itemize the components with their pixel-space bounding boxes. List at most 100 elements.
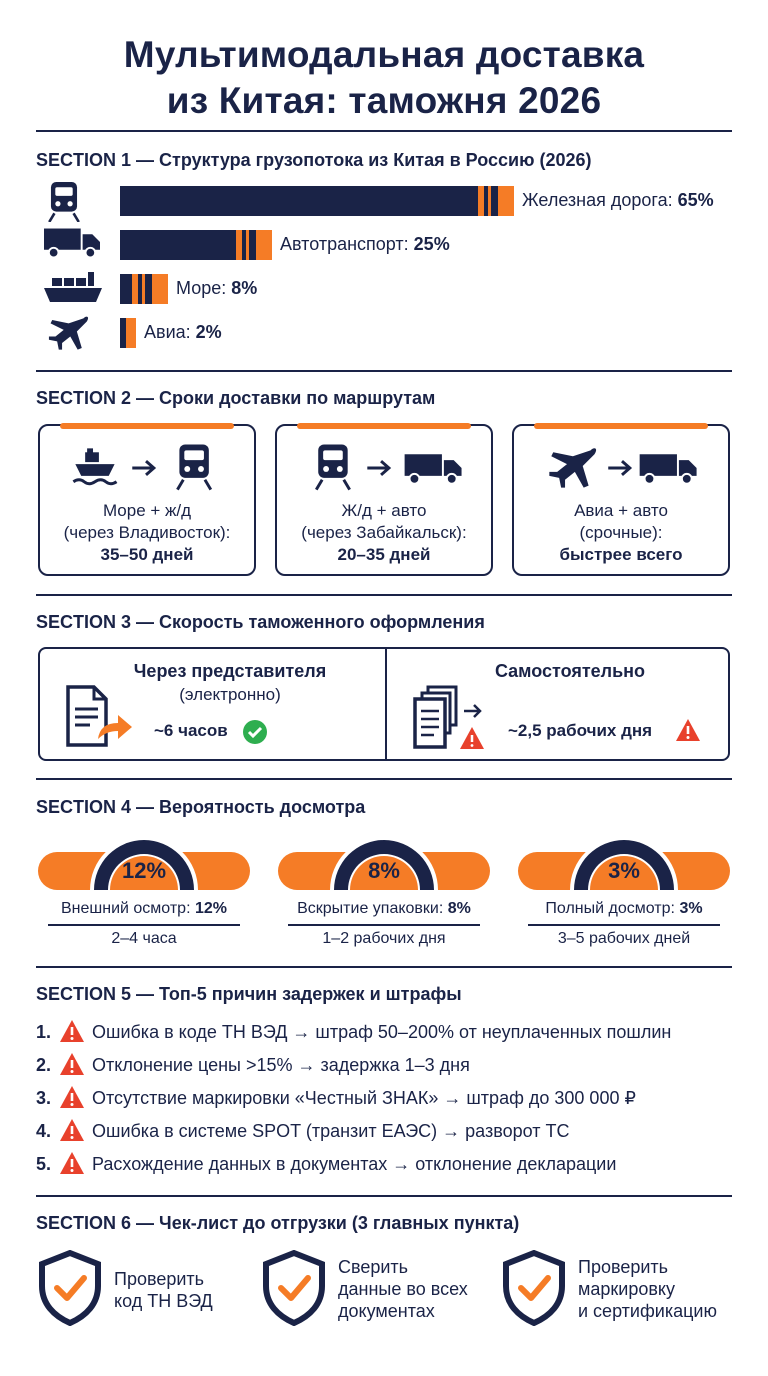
bar-accent	[488, 186, 491, 216]
section3-title: SECTION 3 — Скорость таможенного оформле…	[36, 612, 485, 633]
plane-icon	[44, 314, 100, 354]
gauge-percent: 8%	[368, 858, 400, 883]
route-text: Ж/д + авто (через Забайкальск): 20–35 дн…	[281, 500, 487, 566]
reason-text: Отсутствие маркировки «Честный ЗНАК» → ш…	[92, 1088, 636, 1108]
document-send-icon	[66, 685, 132, 747]
customs-left-value: ~6 часов	[154, 721, 228, 740]
check-circle-icon	[243, 720, 267, 744]
page-title-line1: Мультимодальная доставка	[123, 34, 645, 75]
freight-row: Море: 8%	[36, 270, 736, 310]
gauge-pill	[38, 852, 250, 890]
route-card-air-auto: Авиа + авто (срочные): быстрее всего	[512, 423, 730, 576]
train-icon	[44, 182, 100, 223]
bar-accent	[126, 318, 136, 348]
train-icon	[176, 444, 213, 491]
arrow-right-icon	[367, 460, 392, 476]
freight-row: Железная дорога: 65%	[36, 182, 736, 223]
divider	[36, 130, 732, 132]
section1-title: SECTION 1 — Структура грузопотока из Кит…	[36, 150, 592, 171]
shield-check-icon	[39, 1250, 101, 1326]
route-text: Авиа + авто (срочные): быстрее всего	[518, 500, 724, 566]
card-accent	[60, 423, 234, 429]
customs-comparison: Через представителя (электронно) ~6 часо…	[38, 647, 730, 761]
gauge-label-text: Вскрытие упаковки:	[297, 900, 444, 917]
freight-label: Железная дорога: 65%	[522, 190, 714, 211]
bar-accent	[256, 230, 272, 260]
reason-item: 5. Расхождение данных в документах → откл…	[36, 1150, 736, 1180]
gauge-pill	[278, 852, 490, 890]
reason-item: 2. Отклонение цены >15% → задержка 1–3 дн…	[36, 1051, 736, 1081]
gauge-time: 3–5 рабочих дней	[557, 930, 691, 947]
customs-left-head: Через представителя	[133, 661, 327, 681]
documents-stack-icon	[413, 685, 484, 749]
gauge-label-value: 3%	[679, 900, 703, 917]
card-accent	[297, 423, 471, 429]
freight-label-name: Авиа:	[144, 322, 191, 342]
reason-item: 4. Ошибка в системе SPOT (транзит ЕАЭС) →…	[36, 1117, 736, 1147]
reason-number: 4.	[36, 1121, 52, 1141]
checklist-item: Сверить данные во всех документах	[262, 1250, 492, 1340]
section5-number: SECTION 5	[36, 984, 132, 1004]
checklist-line: маркировку	[578, 1279, 675, 1299]
bar-accent	[152, 274, 168, 304]
freight-bar	[120, 186, 514, 216]
freight-label-name: Железная дорога:	[522, 190, 673, 210]
checklist-line: Проверить	[578, 1257, 669, 1277]
gauge-percent: 12%	[121, 858, 167, 883]
route-icons	[315, 444, 462, 491]
section4-number: SECTION 4	[36, 797, 132, 817]
warning-icon	[676, 719, 700, 741]
route-card-sea-rail: Море + ж/д (через Владивосток): 35–50 дн…	[38, 423, 256, 576]
checklist-line: Сверить	[338, 1257, 409, 1277]
gauge-percent: 3%	[608, 858, 640, 883]
inspection-gauge-full: 3% Полный досмотр: 3% 3–5 рабочих дней	[518, 820, 730, 950]
page-title-line2: из Китая: таможня 2026	[166, 80, 602, 121]
route-mode: Авиа + авто	[574, 501, 668, 520]
freight-label: Автотранспорт: 25%	[280, 234, 450, 255]
plane-icon	[549, 448, 597, 488]
freight-label-value: 2%	[195, 322, 222, 342]
freight-bar	[120, 230, 272, 260]
route-icons	[72, 444, 213, 491]
checklist-line: код ТН ВЭД	[114, 1291, 213, 1311]
reason-text: Отклонение цены >15% → задержка 1–3 дня	[92, 1055, 470, 1075]
freight-label: Море: 8%	[176, 278, 257, 299]
checklist-line: документах	[338, 1301, 435, 1321]
checklist-text: Проверить код ТН ВЭД	[114, 1268, 213, 1312]
checklist-item: Проверить маркировку и сертификацию	[502, 1250, 742, 1340]
divider	[288, 924, 480, 926]
card-accent	[534, 423, 708, 429]
divider	[48, 924, 240, 926]
gauge-arc	[330, 836, 438, 890]
bar-accent	[478, 186, 484, 216]
checklist-line: данные во всех	[338, 1279, 468, 1299]
reason-item: 3. Отсутствие маркировки «Честный ЗНАК» →…	[36, 1084, 736, 1114]
warning-icon	[60, 1086, 84, 1108]
freight-bar	[120, 318, 136, 348]
reason-text: Ошибка в коде ТН ВЭД → штраф 50–200% от …	[92, 1022, 672, 1042]
divider	[36, 370, 732, 372]
page-title: Мультимодальная доставка из Китая: тамож…	[0, 32, 768, 124]
checklist-text: Сверить данные во всех документах	[338, 1256, 468, 1322]
section2-number: SECTION 2	[36, 388, 132, 408]
reason-number: 3.	[36, 1088, 52, 1108]
checklist-line: Проверить	[114, 1269, 205, 1289]
gauge-pill	[518, 852, 730, 890]
bar-accent	[132, 274, 138, 304]
customs-right-value: ~2,5 рабочих дня	[508, 721, 653, 740]
route-via: (через Владивосток):	[63, 523, 231, 542]
truck-icon	[44, 226, 100, 266]
gauge-label-value: 12%	[194, 900, 227, 917]
section3-heading: — Скорость таможенного оформления	[136, 612, 485, 632]
inspection-gauge-opening: 8% Вскрытие упаковки: 8% 1–2 рабочих дня	[278, 820, 490, 950]
freight-bar	[120, 274, 168, 304]
bar-accent	[142, 274, 145, 304]
section3-number: SECTION 3	[36, 612, 132, 632]
gauge-time: 2–4 часа	[111, 930, 177, 947]
freight-row: Авиа: 2%	[36, 314, 736, 354]
warning-icon	[60, 1053, 84, 1075]
route-via: (через Забайкальск):	[301, 523, 467, 542]
gauge-arc	[90, 836, 198, 890]
gauge-label-value: 8%	[447, 900, 471, 917]
section6-title: SECTION 6 — Чек-лист до отгрузки (3 глав…	[36, 1213, 519, 1234]
